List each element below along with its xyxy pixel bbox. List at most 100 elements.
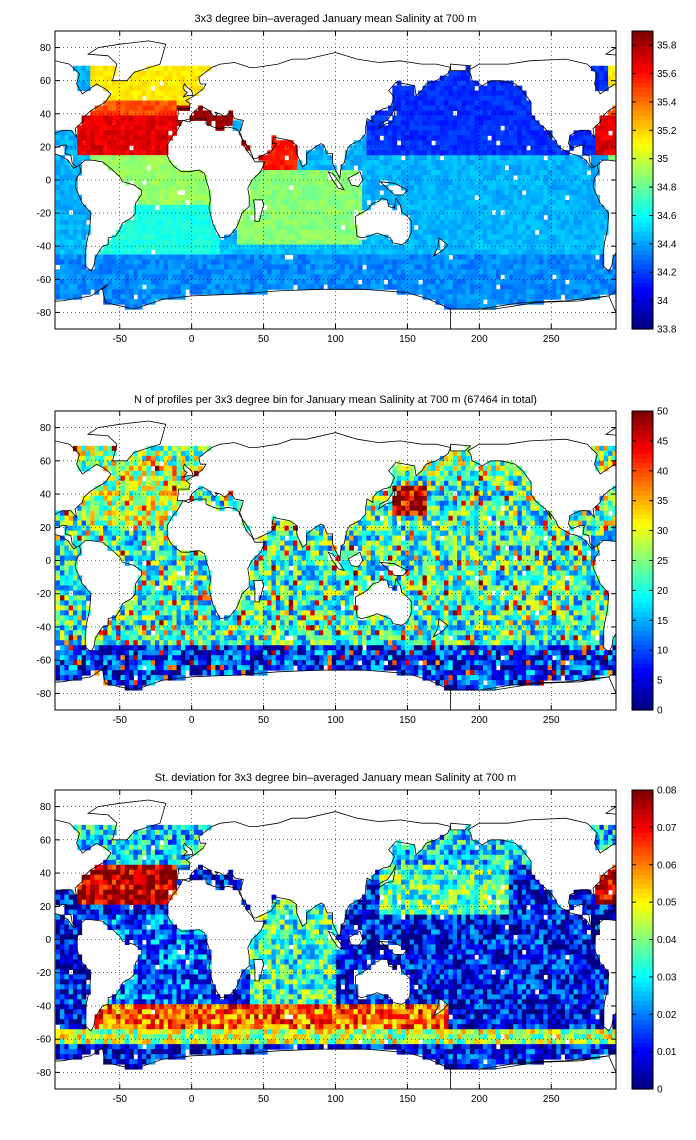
data-cell xyxy=(534,189,540,196)
data-cell xyxy=(603,120,609,126)
data-cell xyxy=(150,175,156,181)
data-cell xyxy=(219,259,225,265)
data-cell xyxy=(375,244,380,251)
data-cell xyxy=(77,520,83,527)
data-cell xyxy=(284,189,290,196)
data-cell xyxy=(68,170,74,176)
data-cell xyxy=(370,284,376,290)
data-cell xyxy=(288,259,294,265)
data-cell xyxy=(573,279,579,285)
data-cell xyxy=(482,274,488,280)
data-cell xyxy=(193,110,199,116)
data-cell xyxy=(254,249,260,255)
data-cell xyxy=(124,505,130,512)
colorbar-swatch xyxy=(632,166,653,172)
data-cell xyxy=(72,595,78,601)
data-cell xyxy=(504,259,510,265)
data-cell xyxy=(383,160,389,166)
data-cell xyxy=(344,239,350,246)
data-cell xyxy=(418,274,424,280)
data-cell xyxy=(426,105,432,111)
data-cell xyxy=(262,219,268,226)
data-cell xyxy=(301,224,307,231)
data-cell xyxy=(366,145,372,151)
data-cell xyxy=(457,110,462,116)
data-cell xyxy=(275,284,281,290)
data-cell xyxy=(608,269,613,275)
colorbar-frame xyxy=(631,30,654,330)
data-cell xyxy=(120,145,126,151)
data-cell xyxy=(457,184,462,191)
data-cell xyxy=(60,254,65,260)
data-cell xyxy=(608,289,613,295)
data-cell xyxy=(81,645,87,651)
data-cell xyxy=(530,145,536,151)
data-cell xyxy=(284,160,290,166)
data-cell xyxy=(159,95,165,102)
data-cell xyxy=(172,170,178,176)
data-cell xyxy=(116,90,121,97)
data-cell xyxy=(426,189,432,196)
data-cell xyxy=(452,214,458,221)
data-cell xyxy=(457,199,462,206)
data-cell xyxy=(500,219,506,226)
data-cell xyxy=(608,115,613,121)
data-cell xyxy=(68,665,74,671)
data-cell xyxy=(603,150,609,156)
data-cell xyxy=(68,615,74,621)
data-cell xyxy=(211,234,216,241)
data-cell xyxy=(267,229,272,236)
data-cell xyxy=(539,170,544,176)
data-cell xyxy=(370,274,376,280)
data-cell xyxy=(388,120,393,126)
data-cell xyxy=(582,140,588,146)
data-cell xyxy=(586,224,592,231)
data-cell xyxy=(111,500,117,507)
data-cell xyxy=(68,620,74,626)
data-cell xyxy=(150,105,156,111)
data-cell xyxy=(154,254,160,260)
data-cell xyxy=(474,289,480,295)
data-cell xyxy=(180,180,186,186)
data-cell xyxy=(413,279,419,285)
data-cell xyxy=(267,199,272,206)
data-cell xyxy=(133,105,139,111)
data-cell xyxy=(517,150,523,156)
data-cell xyxy=(603,80,609,87)
data-cell xyxy=(262,234,268,241)
data-cell xyxy=(612,70,616,77)
data-cell xyxy=(526,279,531,285)
data-cell xyxy=(120,244,126,251)
data-cell xyxy=(530,135,536,141)
data-cell xyxy=(81,465,87,472)
data-cell xyxy=(77,675,83,681)
data-cell xyxy=(163,70,169,77)
data-cell xyxy=(491,175,497,181)
data-cell xyxy=(103,640,109,646)
data-cell xyxy=(327,209,333,216)
data-cell xyxy=(379,184,385,191)
data-cell xyxy=(180,199,186,206)
data-cell xyxy=(120,640,126,646)
data-cell xyxy=(206,279,212,285)
data-cell xyxy=(612,150,616,156)
data-cell xyxy=(111,165,117,171)
data-cell xyxy=(310,279,316,285)
data-cell xyxy=(517,140,523,146)
data-cell xyxy=(396,175,402,181)
data-cell xyxy=(435,180,441,186)
data-cell xyxy=(409,264,415,270)
y-tick-label: 80 xyxy=(40,43,52,54)
data-cell xyxy=(124,655,130,661)
data-cell xyxy=(495,150,501,156)
data-cell xyxy=(362,259,367,265)
data-cell xyxy=(180,249,186,255)
data-cell xyxy=(586,135,592,141)
data-cell xyxy=(68,219,74,226)
data-cell xyxy=(418,219,424,226)
data-cell xyxy=(547,170,553,176)
data-cell xyxy=(254,284,260,290)
data-cell xyxy=(383,234,389,241)
data-cell xyxy=(98,655,104,661)
data-cell xyxy=(103,510,109,517)
